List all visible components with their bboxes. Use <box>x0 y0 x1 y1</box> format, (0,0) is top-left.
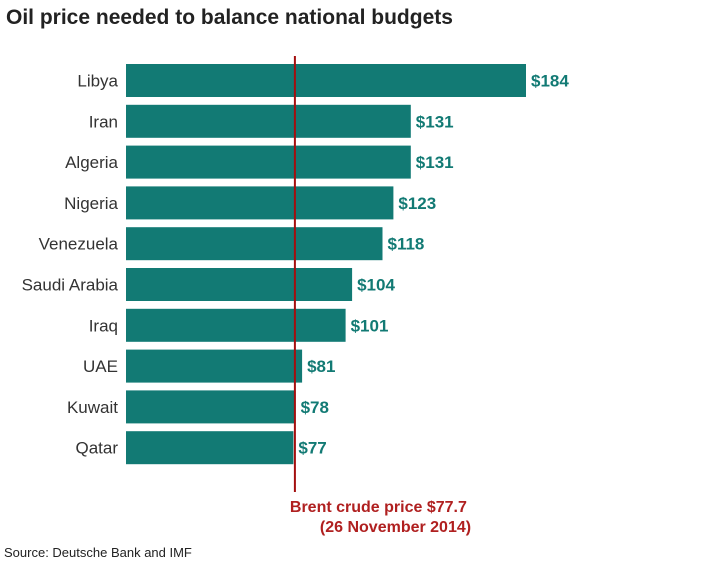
category-label-venezuela: Venezuela <box>39 235 119 254</box>
bar-algeria <box>126 145 411 179</box>
value-label-uae: $81 <box>307 357 335 376</box>
value-label-algeria: $131 <box>416 153 454 172</box>
category-label-kuwait: Kuwait <box>67 398 118 417</box>
bar-venezuela <box>126 227 383 261</box>
category-label-uae: UAE <box>83 357 118 376</box>
value-label-iran: $131 <box>416 112 454 131</box>
chart-title: Oil price needed to balance national bud… <box>6 6 453 29</box>
value-label-nigeria: $123 <box>398 194 436 213</box>
category-label-nigeria: Nigeria <box>64 194 118 213</box>
value-label-venezuela: $118 <box>388 235 425 254</box>
category-label-libya: Libya <box>77 72 118 91</box>
category-label-algeria: Algeria <box>65 153 118 172</box>
value-label-qatar: $77 <box>298 439 326 458</box>
value-label-iraq: $101 <box>351 316 389 335</box>
category-label-qatar: Qatar <box>75 439 118 458</box>
bar-uae <box>126 349 303 383</box>
bar-qatar <box>126 431 294 465</box>
bar-saudi-arabia <box>126 268 353 301</box>
value-label-kuwait: $78 <box>301 398 329 417</box>
reference-layer: Brent crude price $77.7 (26 November 2014… <box>290 56 471 536</box>
bars-layer: Libya $184 Iran $131 Algeria $131 Nigeria $123 V… <box>22 64 569 465</box>
value-label-libya: $184 <box>531 72 569 91</box>
reference-label-price: Brent crude price $77.7 <box>290 499 467 516</box>
source-note: Source: Deutsche Bank and IMF <box>4 545 192 560</box>
category-label-iraq: Iraq <box>89 316 118 335</box>
bar-iraq <box>126 308 346 342</box>
bar-nigeria <box>126 186 394 220</box>
category-label-iran: Iran <box>89 112 118 131</box>
bar-iran <box>126 104 411 138</box>
value-label-saudi-arabia: $104 <box>357 276 395 295</box>
bar-libya <box>126 64 526 97</box>
category-label-saudi-arabia: Saudi Arabia <box>22 276 119 295</box>
reference-label-date: (26 November 2014) <box>320 519 471 536</box>
bar-kuwait <box>126 390 296 424</box>
